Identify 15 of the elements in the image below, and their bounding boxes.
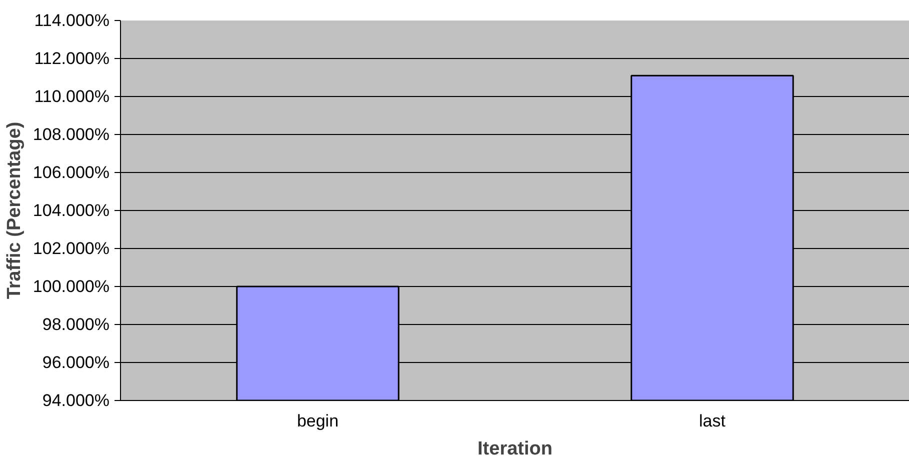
y-tick-label: 104.000% [32,201,110,220]
x-tick-label: last [699,412,726,430]
x-tick-label: begin [296,412,339,430]
y-tick-label: 98.000% [42,315,110,334]
y-tick-label: 100.000% [32,277,110,296]
y-tick-label: 106.000% [32,163,110,182]
y-tick-label: 96.000% [42,353,110,372]
y-tick-label: 112.000% [34,49,110,68]
y-tick-label: 110.000% [34,87,110,106]
y-tick-label: 108.000% [32,125,110,144]
x-axis-title: Iteration [478,438,552,460]
y-tick-label: 94.000% [42,391,110,410]
y-tick-label: 102.000% [32,239,110,258]
y-tick-label: 114.000% [34,11,110,30]
y-axis-title: Traffic (Percentage) [4,122,25,300]
